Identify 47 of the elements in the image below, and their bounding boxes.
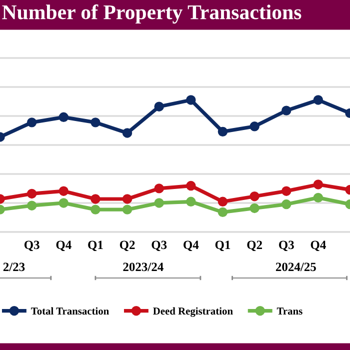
point bbox=[313, 192, 324, 203]
point bbox=[26, 118, 37, 128]
point bbox=[122, 204, 132, 214]
point bbox=[90, 118, 100, 128]
text: 2024/25 bbox=[276, 262, 316, 272]
legend-label: Trans bbox=[276, 308, 302, 315]
point bbox=[154, 184, 164, 194]
x-tick-label: Q2 bbox=[120, 240, 135, 252]
point bbox=[313, 180, 324, 190]
point bbox=[218, 126, 228, 137]
point bbox=[154, 102, 164, 112]
point bbox=[250, 191, 260, 202]
x-tick-label: Q4 bbox=[56, 240, 72, 252]
point bbox=[122, 194, 132, 204]
point bbox=[218, 207, 228, 218]
point bbox=[313, 95, 324, 105]
point bbox=[90, 194, 100, 204]
point bbox=[154, 198, 164, 208]
point bbox=[186, 196, 196, 206]
legend-label: Total Transaction bbox=[31, 307, 109, 315]
x-tick-label: Q1 bbox=[88, 240, 103, 252]
point bbox=[58, 112, 68, 122]
text: 2023/24 bbox=[123, 262, 164, 272]
x-tick-label: Q2 bbox=[247, 240, 262, 252]
x-tick-label: Q1 bbox=[215, 240, 230, 252]
point bbox=[186, 180, 196, 191]
x-tick-label: Q3 bbox=[278, 240, 294, 252]
point bbox=[58, 186, 68, 196]
point bbox=[26, 188, 37, 199]
point bbox=[282, 199, 292, 210]
point bbox=[282, 186, 292, 196]
point bbox=[250, 203, 260, 214]
x-tick-label: Q4 bbox=[310, 240, 326, 252]
point bbox=[90, 204, 100, 214]
x-tick-label: Q3 bbox=[152, 240, 167, 252]
point bbox=[122, 128, 132, 138]
point bbox=[250, 122, 260, 132]
text: 2/23 bbox=[3, 262, 25, 272]
point bbox=[26, 200, 37, 210]
chart-title: Number of Property Transactions bbox=[2, 4, 302, 24]
point bbox=[218, 196, 228, 206]
point bbox=[58, 198, 68, 208]
x-tick-label: Q4 bbox=[184, 240, 199, 252]
point bbox=[186, 95, 196, 105]
legend-label: Deed Registration bbox=[153, 307, 233, 317]
point bbox=[282, 106, 292, 116]
x-tick-label: Q3 bbox=[24, 240, 40, 252]
